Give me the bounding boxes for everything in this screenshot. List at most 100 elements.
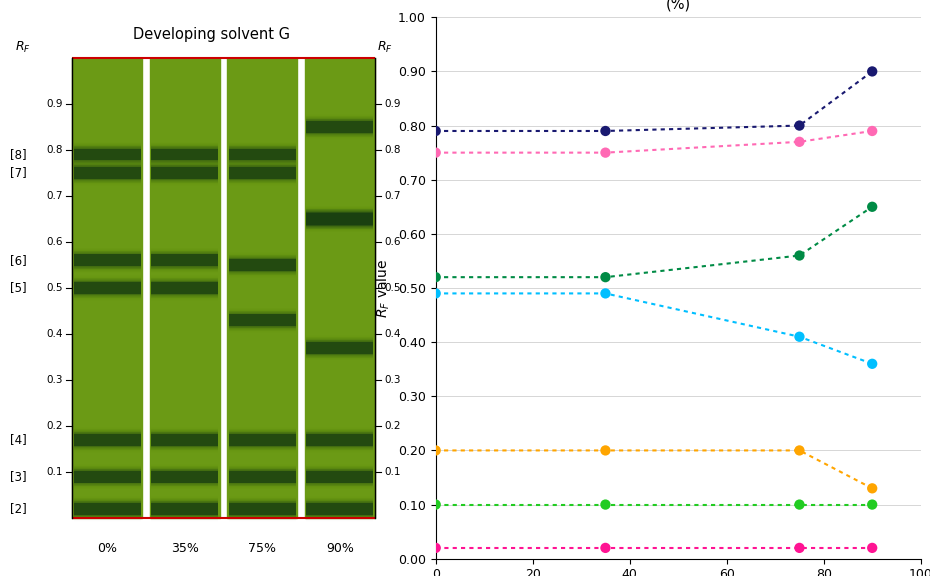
Bar — [306, 497, 374, 521]
Text: 75%: 75% — [248, 543, 276, 555]
Bar — [152, 469, 219, 484]
Point — [598, 543, 613, 552]
Bar — [152, 149, 219, 161]
Bar — [306, 206, 374, 232]
Bar — [229, 163, 296, 183]
Bar — [229, 143, 296, 166]
Bar — [229, 471, 296, 483]
Bar — [229, 430, 296, 449]
Bar — [229, 431, 296, 448]
Bar — [73, 251, 140, 270]
Bar — [229, 313, 296, 328]
Bar — [306, 119, 374, 135]
Bar — [229, 463, 296, 491]
Bar — [306, 431, 374, 448]
Bar — [152, 495, 219, 522]
Bar — [152, 430, 219, 450]
Text: 0.7: 0.7 — [384, 191, 401, 201]
Bar — [152, 275, 219, 301]
Point — [865, 359, 880, 369]
Bar — [73, 248, 140, 273]
Bar — [229, 501, 296, 517]
Bar — [306, 211, 374, 227]
Bar — [306, 466, 374, 487]
Bar — [73, 146, 140, 163]
Bar — [306, 434, 374, 446]
Bar — [152, 498, 219, 520]
Bar — [229, 431, 296, 449]
Bar — [152, 280, 219, 296]
Bar — [229, 498, 296, 520]
Bar — [229, 310, 296, 330]
Bar — [229, 502, 296, 516]
Bar — [73, 162, 140, 184]
Bar — [229, 167, 296, 179]
Bar — [152, 502, 219, 516]
Bar — [73, 145, 140, 164]
Bar — [152, 253, 219, 268]
Bar — [73, 142, 140, 167]
Bar — [229, 311, 296, 329]
Bar — [306, 114, 374, 139]
Bar — [73, 275, 140, 301]
Bar — [306, 213, 374, 225]
Bar — [306, 210, 374, 228]
Bar — [306, 213, 374, 225]
Bar — [73, 495, 140, 522]
Bar — [73, 275, 140, 301]
Text: 0.9: 0.9 — [46, 99, 63, 109]
Bar — [229, 161, 296, 185]
Bar — [229, 308, 296, 333]
Text: 0%: 0% — [97, 543, 117, 555]
Point — [428, 148, 443, 157]
Bar — [229, 314, 296, 326]
Bar — [152, 431, 219, 449]
Bar — [229, 314, 296, 326]
Text: 0.6: 0.6 — [46, 237, 63, 247]
Bar — [229, 495, 296, 522]
Bar — [73, 499, 140, 518]
Bar — [152, 161, 219, 185]
Bar — [229, 159, 296, 187]
Bar — [306, 207, 374, 231]
Bar — [229, 503, 296, 515]
Point — [865, 543, 880, 552]
Bar — [150, 58, 219, 518]
Bar — [152, 463, 219, 490]
Bar — [229, 145, 296, 164]
Bar — [152, 167, 219, 179]
Bar — [152, 149, 219, 161]
Text: 0.8: 0.8 — [384, 145, 401, 155]
Bar — [306, 502, 374, 516]
Bar — [229, 312, 296, 328]
Bar — [306, 336, 374, 359]
Text: 0.3: 0.3 — [46, 375, 63, 385]
Text: 0.3: 0.3 — [384, 375, 401, 385]
Bar — [306, 118, 374, 137]
Bar — [152, 255, 219, 266]
Bar — [306, 434, 374, 446]
Bar — [229, 256, 296, 274]
Bar — [229, 258, 296, 272]
Bar — [73, 149, 140, 161]
Bar — [229, 430, 296, 450]
Bar — [306, 463, 374, 491]
Bar — [306, 213, 374, 226]
Bar — [152, 145, 219, 164]
Bar — [152, 148, 219, 161]
Bar — [229, 434, 296, 446]
Text: Developing solvent G: Developing solvent G — [133, 27, 290, 42]
Bar — [73, 503, 140, 515]
Bar — [229, 148, 296, 161]
Point — [598, 500, 613, 509]
Bar — [306, 431, 374, 449]
Bar — [152, 164, 219, 182]
Bar — [152, 282, 219, 294]
Point — [428, 289, 443, 298]
Bar — [229, 165, 296, 181]
Bar — [306, 426, 374, 453]
Bar — [152, 277, 219, 299]
Bar — [73, 463, 140, 491]
Text: 0.9: 0.9 — [384, 99, 401, 109]
Bar — [152, 467, 219, 486]
